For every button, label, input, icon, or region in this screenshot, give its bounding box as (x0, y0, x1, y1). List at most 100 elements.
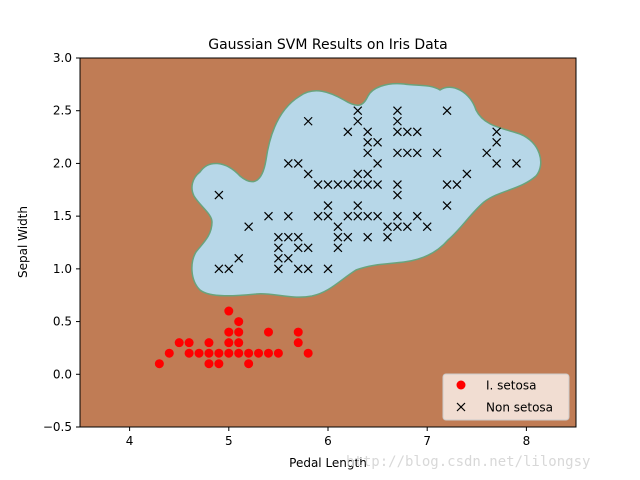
non-setosa-point (412, 148, 422, 158)
x-tick-label: 5 (225, 434, 233, 448)
y-axis-label: Sepal Width (16, 206, 30, 278)
non-setosa-point (293, 159, 303, 168)
non-setosa-point (373, 180, 383, 189)
non-setosa-point (393, 116, 402, 126)
non-setosa-point (442, 201, 452, 211)
non-setosa-point (393, 106, 402, 116)
non-setosa-point (293, 232, 303, 242)
non-setosa-point (303, 116, 313, 126)
non-setosa-point (402, 222, 412, 232)
non-setosa-point (303, 264, 313, 274)
non-setosa-point (512, 159, 521, 168)
non-setosa-point (273, 253, 283, 263)
non-setosa-point (273, 243, 283, 253)
setosa-point (214, 348, 224, 358)
y-tick-label: 0.0 (53, 367, 72, 381)
non-setosa-point (333, 180, 343, 189)
non-setosa-point (273, 264, 283, 274)
non-setosa-point (492, 127, 502, 137)
chart-title: Gaussian SVM Results on Iris Data (208, 37, 448, 53)
non-setosa-point (244, 222, 254, 232)
y-axis: −0.5 0.0 0.5 1.0 1.5 2.0 2.5 3.0 (43, 51, 80, 434)
non-setosa-point (224, 264, 234, 274)
non-setosa-point (402, 148, 412, 158)
setosa-point (184, 348, 194, 358)
non-setosa-point (492, 137, 502, 147)
non-setosa-point (343, 180, 353, 189)
non-setosa-point (393, 148, 402, 158)
non-setosa-point (412, 211, 422, 221)
setosa-point (224, 327, 234, 337)
setosa-point (204, 348, 214, 358)
setosa-point (293, 327, 303, 337)
non-setosa-point (343, 127, 353, 137)
non-setosa-point (383, 232, 392, 242)
setosa-point (234, 338, 244, 348)
setosa-point (234, 317, 244, 327)
non-setosa-point (373, 137, 383, 147)
marker-layer (154, 106, 521, 369)
setosa-point (263, 348, 273, 358)
non-setosa-point (412, 127, 422, 137)
setosa-point (224, 338, 234, 348)
setosa-point (254, 348, 264, 358)
setosa-point (234, 327, 244, 337)
watermark-text: http://blog.csdn.net/lilongsy (346, 454, 590, 470)
setosa-point (204, 338, 214, 348)
non-setosa-point (343, 232, 353, 242)
non-setosa-point (283, 253, 293, 263)
setosa-point (234, 348, 244, 358)
non-setosa-point (373, 159, 383, 168)
setosa-point (244, 359, 254, 369)
non-setosa-point (462, 169, 472, 179)
non-setosa-point (393, 127, 402, 137)
setosa-point (263, 327, 273, 337)
setosa-point (174, 338, 184, 348)
x-axis-label: Pedal Length (289, 456, 367, 470)
non-setosa-point (393, 180, 402, 189)
non-setosa-point (442, 106, 452, 116)
non-setosa-point (293, 243, 303, 253)
non-setosa-point (323, 201, 333, 211)
y-tick-label: 2.0 (53, 156, 72, 170)
non-setosa-point (363, 211, 373, 221)
x-tick-label: 4 (126, 434, 134, 448)
non-setosa-point (333, 232, 343, 242)
y-tick-label: 0.5 (53, 315, 72, 329)
non-setosa-point (283, 211, 293, 221)
setosa-point (303, 348, 313, 358)
non-setosa-point (492, 159, 502, 168)
non-setosa-point (373, 211, 383, 221)
non-setosa-point (353, 169, 363, 179)
setosa-point (224, 306, 234, 316)
setosa-point (164, 348, 174, 358)
non-setosa-point (214, 264, 224, 274)
non-setosa-point (363, 169, 373, 179)
x-axis: 4 5 6 7 8 (126, 427, 530, 448)
non-setosa-point (363, 180, 373, 189)
non-setosa-point (353, 180, 363, 189)
non-setosa-point (353, 201, 363, 211)
legend-non-setosa-label: Non setosa (486, 401, 553, 415)
x-tick-label: 6 (324, 434, 332, 448)
non-setosa-point (273, 232, 283, 242)
non-setosa-point (452, 180, 462, 189)
setosa-point (224, 348, 234, 358)
non-setosa-point (363, 148, 373, 158)
non-setosa-point (343, 211, 353, 221)
non-setosa-point (323, 211, 333, 221)
setosa-point (184, 338, 194, 348)
non-setosa-point (283, 159, 293, 168)
setosa-point (214, 359, 224, 369)
setosa-point (194, 348, 204, 358)
x-tick-label: 8 (523, 434, 531, 448)
non-setosa-point (353, 211, 363, 221)
non-setosa-point (264, 211, 273, 221)
x-tick-label: 7 (423, 434, 431, 448)
non-setosa-point (333, 222, 343, 232)
legend-non-setosa-x (456, 402, 466, 412)
y-tick-label: 1.0 (53, 262, 72, 276)
non-setosa-point (393, 211, 402, 221)
non-setosa-point (303, 169, 313, 179)
